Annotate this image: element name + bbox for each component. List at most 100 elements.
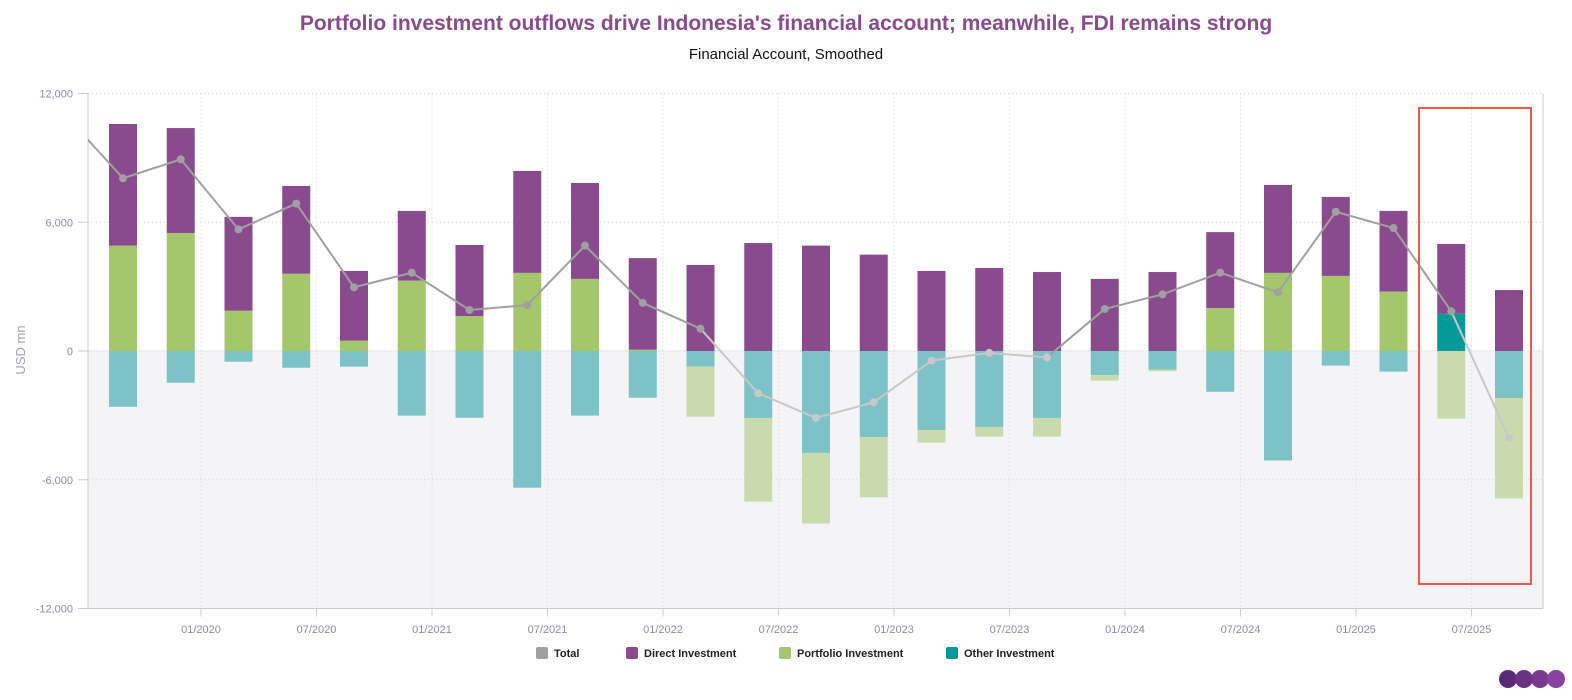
bar-other-investment — [975, 351, 1004, 427]
total-point — [638, 298, 647, 307]
y-tick-label: 6,000 — [45, 217, 73, 229]
bar-other-investment — [1206, 351, 1235, 392]
bar-portfolio-investment — [1148, 369, 1177, 372]
total-point — [696, 324, 705, 333]
total-point — [292, 199, 301, 208]
total-line — [88, 138, 1513, 442]
total-point — [1158, 290, 1167, 299]
total-line-segment — [122, 158, 182, 180]
legend-item-total[interactable]: Total — [536, 647, 579, 660]
total-line-segment — [353, 271, 412, 289]
bar-portfolio-investment — [1437, 351, 1466, 419]
total-line-segment — [931, 351, 990, 362]
x-tick-label: 07/2022 — [759, 624, 799, 636]
bar-other-investment — [1321, 351, 1350, 366]
bar-other-investment — [1379, 351, 1408, 372]
bar-direct-investment — [917, 270, 946, 351]
total-point — [234, 225, 243, 234]
bar-direct-investment — [1379, 210, 1408, 292]
total-line-segment — [989, 351, 1048, 359]
bar-portfolio-investment — [1495, 397, 1523, 499]
x-tick-label: 01/2021 — [412, 624, 452, 636]
total-point — [927, 356, 936, 365]
total-point — [1043, 353, 1051, 362]
x-tick-label: 01/2020 — [181, 624, 221, 636]
total-point — [1100, 304, 1109, 313]
total-line-segment — [526, 244, 586, 306]
y-axis-label: USD mn — [13, 325, 28, 374]
total-line-segment — [642, 302, 701, 330]
total-line-segment — [1392, 227, 1453, 312]
bar-direct-investment — [455, 244, 484, 317]
ceic-logo — [1499, 670, 1565, 688]
bar-portfolio-investment — [513, 272, 542, 351]
total-line-segment — [1219, 271, 1279, 294]
total-line-segment — [179, 158, 240, 230]
bar-other-investment — [166, 351, 195, 383]
bar-other-investment — [1090, 351, 1119, 376]
total-line-segment — [1162, 271, 1221, 296]
legend-item-portfolio-investment[interactable]: Portfolio Investment — [779, 647, 904, 660]
total-line-segment — [469, 304, 528, 312]
total-line-segment — [295, 203, 355, 288]
bar-portfolio-investment — [1206, 308, 1235, 351]
x-tick-label: 01/2024 — [1105, 624, 1145, 636]
bar-direct-investment — [1437, 243, 1466, 314]
bar-direct-investment — [1090, 278, 1119, 351]
legend-label: Total — [554, 648, 579, 660]
chart-subtitle: Financial Account, Smoothed — [688, 46, 884, 63]
bar-portfolio-investment — [744, 417, 773, 502]
bar-direct-investment — [1264, 184, 1292, 273]
bar-portfolio-investment — [340, 340, 368, 351]
bar-portfolio-investment — [917, 429, 946, 443]
bars — [109, 123, 1523, 524]
bar-other-investment — [397, 351, 426, 416]
y-tick-label: -6,000 — [42, 475, 73, 487]
bar-direct-investment — [802, 245, 830, 351]
x-tick-label: 01/2023 — [874, 624, 914, 636]
x-tick-label: 07/2025 — [1452, 624, 1492, 636]
legend-label: Direct Investment — [644, 648, 737, 660]
y-tick-label: -12,000 — [36, 604, 73, 616]
legend-swatch — [946, 647, 958, 659]
x-tick-label: 07/2024 — [1221, 624, 1261, 636]
total-point — [465, 306, 474, 315]
bar-other-investment — [109, 351, 137, 407]
x-tick-label: 01/2022 — [643, 624, 683, 636]
x-axis: 01/2020 07/2020 01/2021 07/2021 01/2022 07/20… — [88, 608, 1543, 636]
total-line-segment — [584, 244, 644, 304]
highlight-box — [1418, 107, 1532, 585]
bar-other-investment — [628, 351, 657, 398]
bar-portfolio-investment — [1264, 272, 1292, 351]
total-point — [1505, 433, 1513, 442]
total-line-segment — [815, 401, 875, 419]
chart-title: Portfolio investment outflows drive Indo… — [299, 12, 1273, 35]
total-line-segment — [411, 271, 471, 311]
total-line-segment — [1104, 293, 1163, 310]
bar-other-investment — [686, 351, 715, 367]
bar-portfolio-investment — [628, 349, 657, 351]
bar-other-investment — [1033, 351, 1061, 418]
bar-portfolio-investment — [1379, 291, 1408, 351]
bar-direct-investment — [340, 270, 368, 341]
bar-other-investment — [802, 351, 830, 453]
bar-portfolio-investment — [282, 273, 311, 351]
total-point — [523, 301, 532, 310]
bar-direct-investment — [744, 243, 773, 351]
bar-direct-investment — [571, 182, 599, 279]
total-point — [1447, 307, 1456, 316]
bar-direct-investment — [109, 123, 137, 246]
bar-portfolio-investment — [1090, 375, 1119, 381]
legend-item-direct-investment[interactable]: Direct Investment — [626, 647, 737, 660]
bar-portfolio-investment — [975, 426, 1004, 437]
bar-portfolio-investment — [1033, 417, 1061, 437]
bar-direct-investment — [859, 254, 888, 351]
total-point — [1331, 207, 1340, 216]
legend-item-other-investment[interactable]: Other Investment — [946, 647, 1055, 660]
legend-swatch — [626, 647, 638, 659]
total-point — [1216, 268, 1225, 277]
bar-portfolio-investment — [455, 316, 484, 351]
total-point — [1274, 288, 1282, 297]
total-point — [812, 413, 820, 422]
